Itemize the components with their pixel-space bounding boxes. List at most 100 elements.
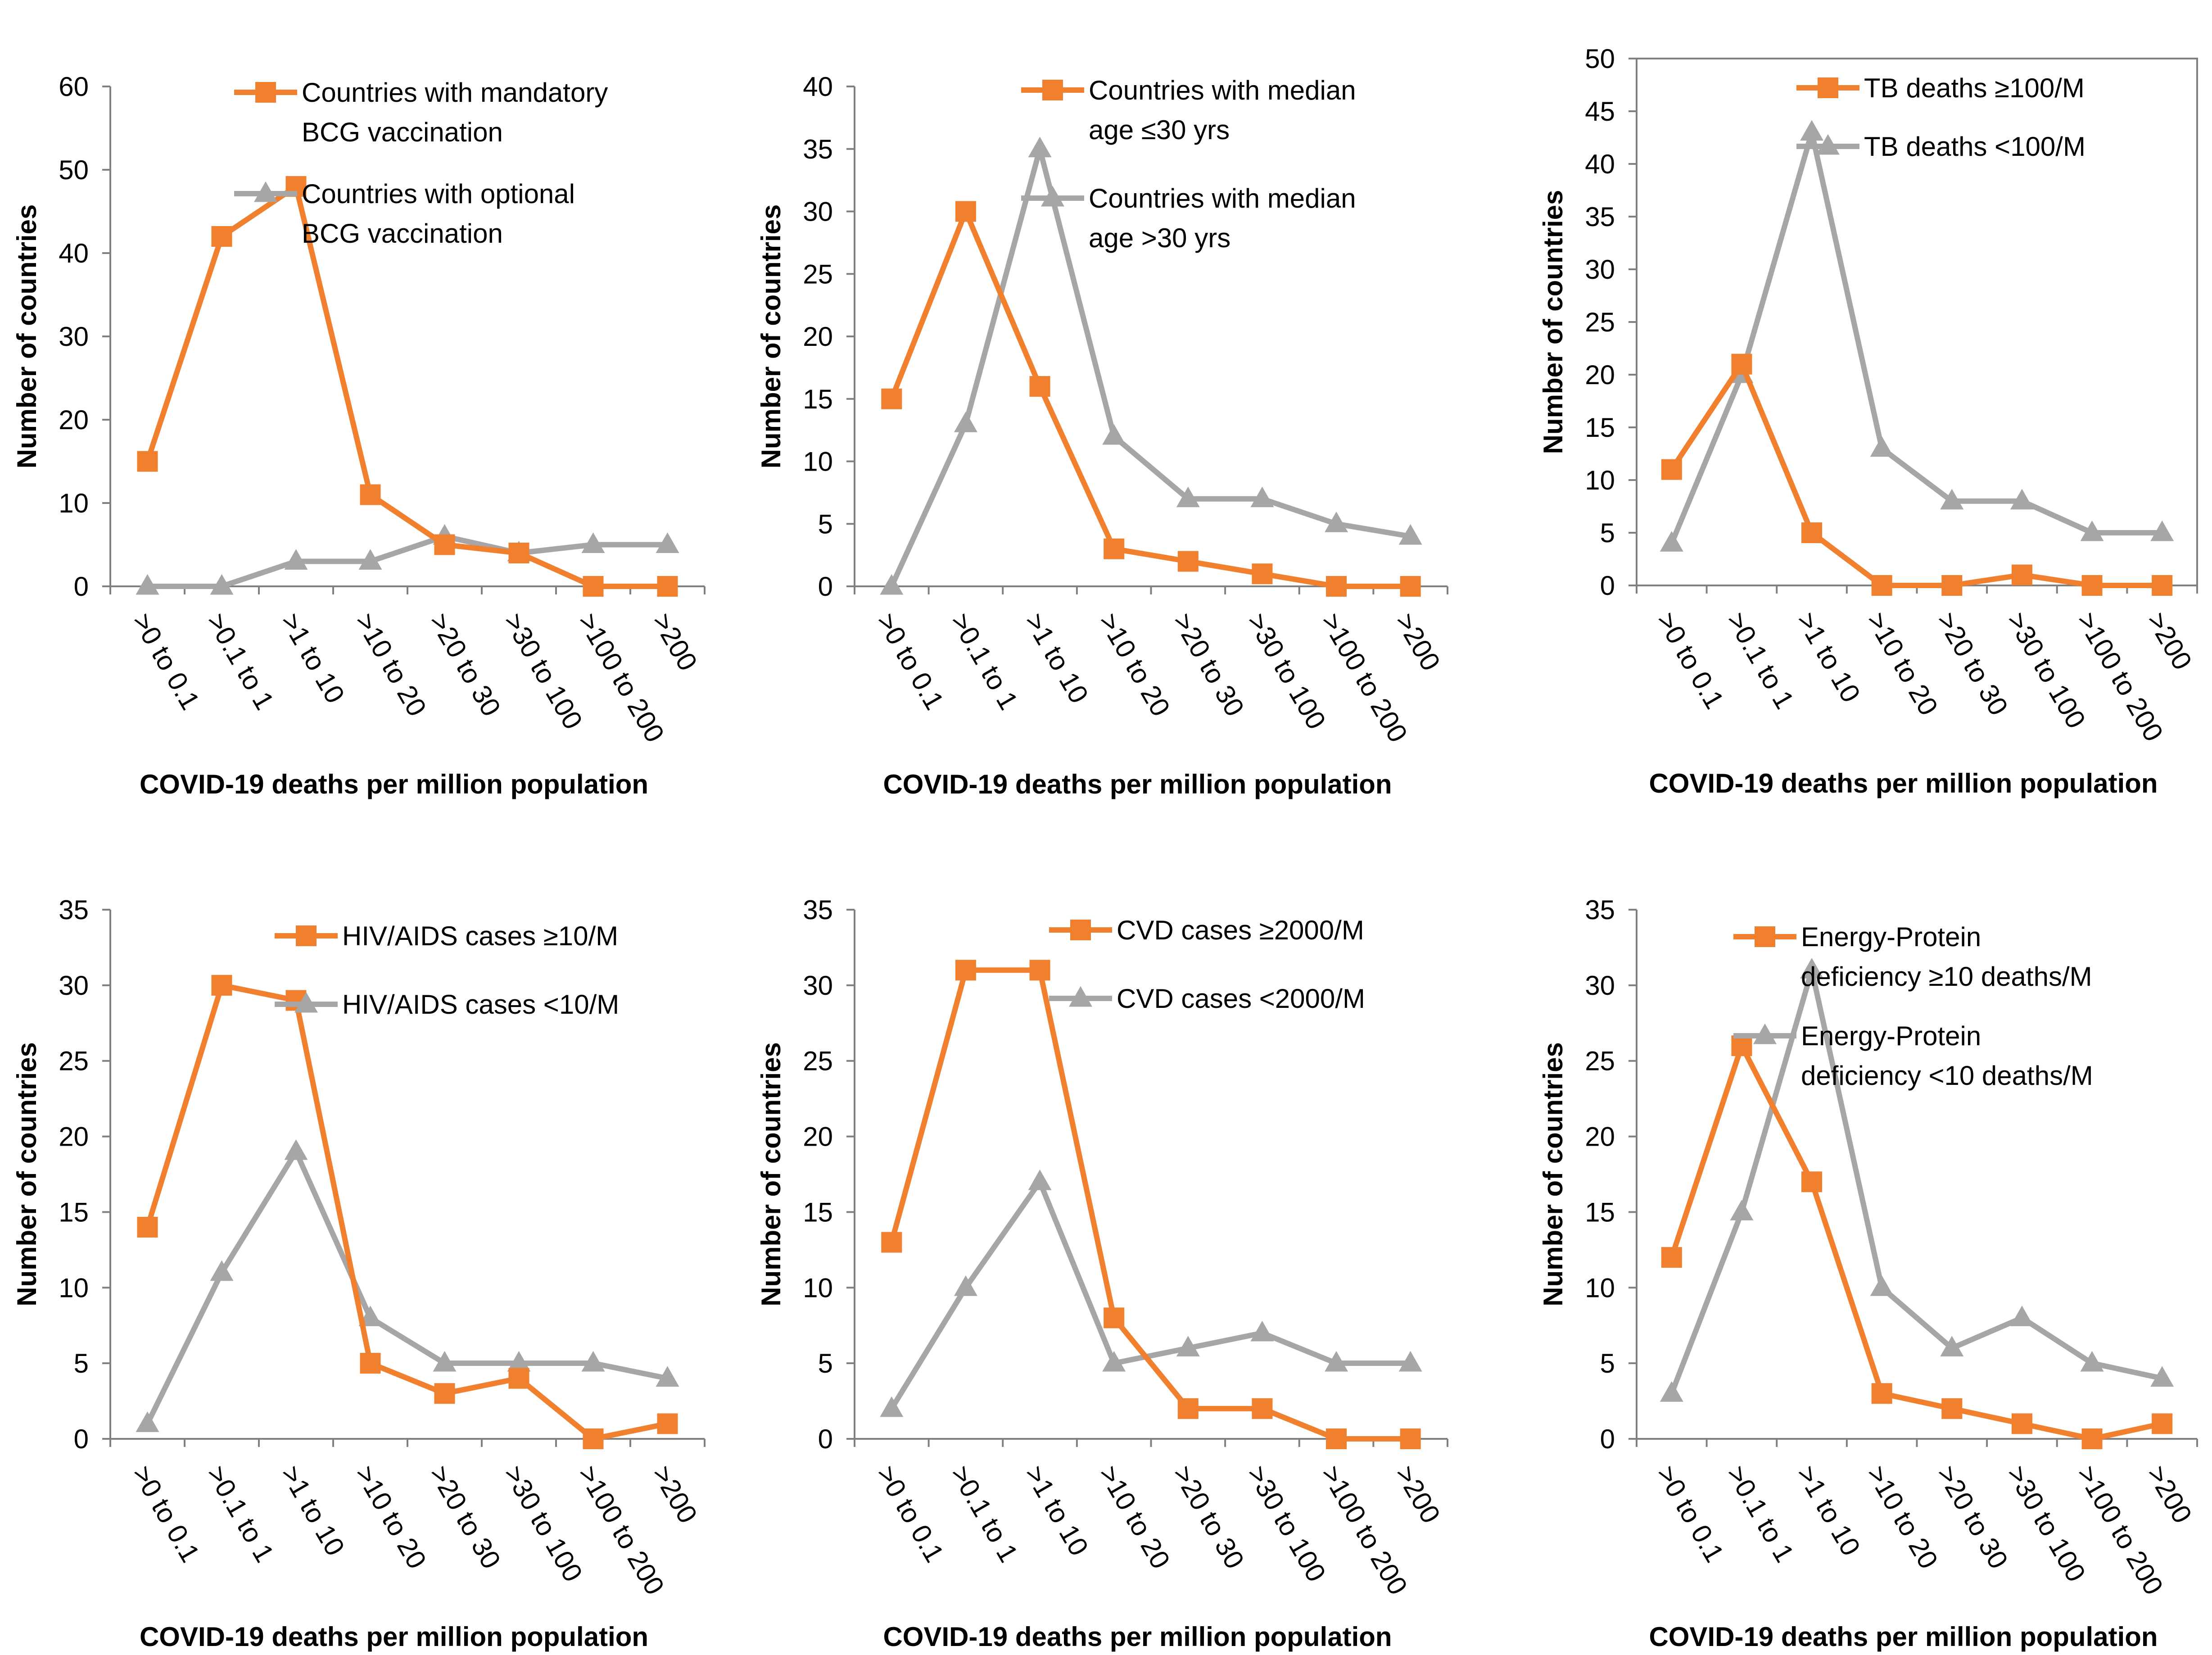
y-tick-label: 35: [803, 895, 833, 925]
y-tick-label: 20: [1585, 1122, 1615, 1152]
y-tick-label: 35: [803, 134, 833, 164]
data-point-gray: [1028, 136, 1052, 158]
x-tick-label: >20 to 30: [424, 608, 507, 721]
data-point-orange: [1661, 1247, 1682, 1268]
legend-label: Countries with median: [1089, 75, 1356, 105]
y-tick-label: 30: [1585, 254, 1615, 285]
x-tick-label: >10 to 20: [1861, 1460, 1944, 1574]
data-point-orange: [881, 388, 902, 409]
legend-label: BCG vaccination: [302, 117, 503, 147]
data-point-orange: [1029, 960, 1050, 981]
y-tick-label: 20: [1585, 360, 1615, 390]
data-point-gray: [210, 1260, 234, 1281]
x-tick-label: >1 to 10: [1019, 608, 1094, 708]
y-tick-label: 40: [803, 72, 833, 102]
data-point-orange: [2011, 1413, 2032, 1434]
x-tick-label: >0 to 0.1: [871, 608, 950, 715]
data-point-gray: [1325, 1351, 1348, 1372]
data-point-gray: [2150, 1366, 2174, 1387]
chart-panel-5: 0 5 10 15 20 25 30 35 >0 to 0.1>0.1 to 1>1 to 10…: [756, 895, 1448, 1652]
data-point-gray: [136, 574, 159, 595]
data-point-orange: [1801, 522, 1823, 543]
y-tick-label: 0: [1600, 571, 1615, 601]
y-tick-label: 35: [59, 895, 89, 925]
x-axis-title: COVID-19 deaths per million population: [1649, 1622, 2158, 1652]
x-tick-label: >1 to 10: [1791, 607, 1866, 707]
x-tick-label: >0.1 to 1: [201, 608, 280, 715]
data-point-gray: [1800, 958, 1824, 979]
y-tick-label: 5: [1600, 1348, 1615, 1378]
data-point-gray: [136, 1411, 159, 1432]
x-tick-label: >10 to 20: [1093, 1460, 1176, 1574]
data-point-gray: [358, 549, 382, 570]
data-point-orange: [1400, 576, 1421, 597]
legend-label: BCG vaccination: [302, 218, 503, 249]
y-tick-label: 50: [1585, 44, 1615, 74]
data-point-gray: [2010, 1306, 2034, 1326]
y-tick-label: 30: [1585, 970, 1615, 1001]
data-point-orange: [1400, 1428, 1421, 1449]
x-tick-label: >0 to 0.1: [1651, 1460, 1730, 1567]
y-tick-label: 0: [1600, 1424, 1615, 1454]
y-tick-label: 30: [59, 970, 89, 1001]
data-point-gray: [880, 574, 904, 595]
data-point-orange: [1731, 1035, 1752, 1056]
legend-marker: [1042, 80, 1063, 100]
y-tick-label: 10: [1585, 465, 1615, 495]
x-tick-label: >200: [2141, 607, 2198, 675]
data-point-gray: [1870, 1275, 1894, 1296]
y-tick-label: 5: [74, 1348, 89, 1378]
data-point-orange: [1941, 575, 1963, 596]
legend-label: deficiency <10 deaths/M: [1801, 1061, 2093, 1091]
legend-label: TB deaths <100/M: [1864, 131, 2085, 162]
data-point-gray: [1800, 120, 1824, 141]
data-point-gray: [1660, 531, 1683, 552]
data-point-orange: [583, 576, 604, 597]
x-tick-label: >20 to 30: [1167, 1460, 1250, 1574]
data-point-orange: [2152, 1413, 2173, 1434]
data-point-gray: [1870, 436, 1894, 457]
y-tick-label: 25: [59, 1046, 89, 1076]
data-point-gray: [507, 1351, 531, 1372]
legend-marker: [1070, 920, 1091, 940]
chart-panel-6: 0 5 10 15 20 25 30 35 >0 to 0.1>0.1 to 1>1 to 10…: [1538, 895, 2198, 1652]
series-line-gray: [145, 1149, 668, 1425]
x-tick-label: >0.1 to 1: [945, 1460, 1024, 1567]
y-axis-title: Number of countries: [1538, 190, 1568, 454]
y-tick-label: 25: [803, 259, 833, 289]
y-tick-label: 25: [1585, 1046, 1615, 1076]
data-point-gray: [1325, 511, 1348, 532]
data-point-orange: [1252, 1398, 1273, 1419]
legend-marker: [1818, 77, 1838, 98]
y-tick-label: 40: [1585, 149, 1615, 179]
y-tick-label: 60: [59, 72, 89, 102]
y-tick-label: 10: [1585, 1273, 1615, 1303]
legend-label: age >30 yrs: [1089, 223, 1230, 253]
data-point-gray: [1398, 1351, 1422, 1372]
x-tick-label: >0.1 to 1: [1721, 607, 1800, 714]
data-point-orange: [1731, 354, 1752, 375]
data-point-orange: [2011, 564, 2032, 585]
data-point-orange: [508, 1368, 529, 1389]
y-tick-label: 30: [803, 197, 833, 227]
x-tick-label: >1 to 10: [1019, 1460, 1094, 1561]
x-tick-label: >200: [1389, 608, 1446, 676]
y-tick-label: 5: [818, 1348, 833, 1378]
data-point-orange: [1801, 1171, 1823, 1193]
data-point-gray: [2080, 520, 2104, 541]
y-tick-label: 20: [803, 1122, 833, 1152]
x-axis-title: COVID-19 deaths per million population: [883, 1622, 1392, 1652]
chart-panel-4: 0 5 10 15 20 25 30 35 >0 to 0.1>0.1 to 1>1 to 10…: [12, 895, 706, 1652]
data-point-orange: [955, 960, 976, 981]
x-tick-label: >0 to 0.1: [1651, 607, 1730, 714]
y-tick-label: 10: [803, 447, 833, 477]
x-tick-label: >200: [647, 608, 703, 676]
y-tick-label: 35: [1585, 895, 1615, 925]
series-line-orange: [145, 184, 668, 589]
x-tick-label: >10 to 20: [1093, 608, 1176, 721]
x-tick-label: >1 to 10: [275, 1460, 350, 1561]
y-tick-label: 30: [59, 322, 89, 352]
